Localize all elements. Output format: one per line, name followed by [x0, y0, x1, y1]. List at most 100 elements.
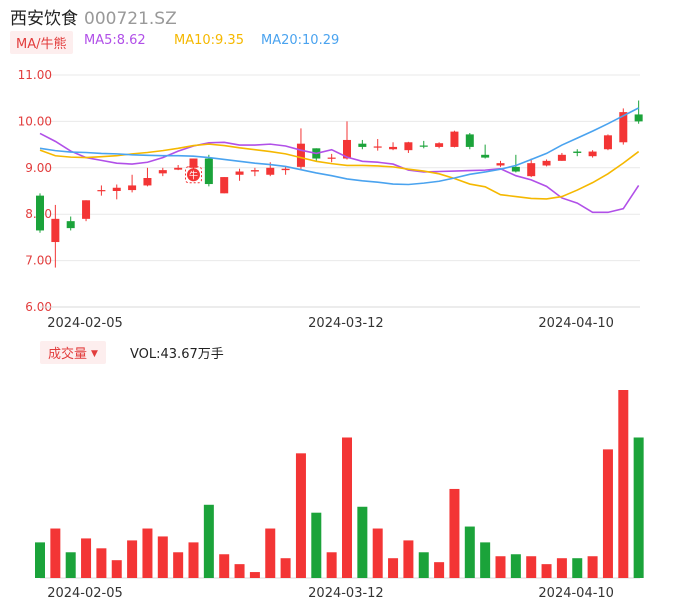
volume-x-tick-label: 2024-03-12 [308, 586, 384, 601]
y-tick-label: 9.00 [25, 161, 52, 175]
candle-body [250, 170, 259, 172]
candle-body [235, 171, 244, 175]
candle-body [634, 114, 643, 122]
volume-bar [633, 437, 644, 578]
ma10-line [39, 143, 640, 200]
candle-body [450, 131, 459, 147]
volume-bar [127, 540, 138, 578]
y-tick-label: 10.00 [18, 114, 52, 128]
candle-body [82, 200, 91, 219]
ma5-line [39, 132, 640, 214]
candle-body [66, 221, 75, 229]
ma20-label: MA20:10.29 [261, 33, 340, 48]
volume-bar [280, 558, 291, 578]
volume-bar [388, 558, 399, 578]
volume-bar [249, 572, 260, 578]
volume-bar [81, 538, 92, 578]
candle-body [619, 112, 628, 143]
volume-bar [541, 564, 552, 578]
volume-bar [556, 558, 567, 578]
candle-body [358, 143, 367, 147]
candle-body [527, 163, 536, 177]
stock-name: 西安饮食 [10, 9, 78, 29]
bull-marker-icon [187, 168, 200, 182]
y-tick-label: 6.00 [25, 300, 52, 314]
volume-bar [587, 556, 598, 578]
candle-body [128, 185, 137, 191]
volume-bar [265, 528, 276, 578]
bull-marker-label: 牛 [189, 169, 198, 181]
stock-title: 西安饮食 000721.SZ [10, 4, 177, 29]
candle-body [327, 157, 336, 159]
volume-selector-label: 成交量 [48, 347, 88, 362]
x-tick-label: 2024-03-12 [308, 316, 384, 331]
volume-indicator-selector[interactable]: 成交量 ▼ [40, 341, 106, 364]
candle-body [204, 158, 213, 185]
volume-bar [434, 562, 445, 578]
candle-body [281, 168, 290, 171]
volume-bar [65, 552, 76, 578]
volume-bar [142, 528, 153, 578]
volume-bar [157, 536, 168, 578]
candle-body [542, 160, 551, 166]
candle-body [36, 195, 44, 231]
candle-body [158, 170, 167, 174]
x-tick-label: 2024-02-05 [47, 316, 123, 331]
x-tick-label: 2024-04-10 [538, 316, 614, 331]
candle-body [373, 146, 382, 148]
candle-body [573, 151, 582, 153]
volume-bar [357, 506, 368, 578]
candle-body [296, 143, 305, 167]
candle-body [404, 142, 413, 151]
candle-body [496, 163, 505, 166]
candle-body [97, 190, 106, 192]
y-tick-label: 11.00 [18, 68, 52, 82]
volume-bar [526, 556, 537, 578]
caret-down-icon: ▼ [91, 349, 98, 359]
volume-x-tick-label: 2024-02-05 [47, 586, 123, 601]
candle-body [189, 158, 198, 168]
volume-bar [572, 558, 583, 578]
volume-value: VOL:43.67万手 [130, 347, 224, 362]
volume-bar [311, 512, 322, 578]
volume-bar [480, 542, 491, 578]
candle-body [266, 167, 275, 175]
volume-bar [464, 526, 475, 578]
volume-bar [618, 390, 629, 578]
volume-bar [188, 542, 199, 578]
ma10-label: MA10:9.35 [174, 33, 244, 48]
candle-body [343, 139, 351, 159]
candle-body [588, 151, 597, 157]
ma20-line [39, 107, 640, 186]
candle-body [481, 154, 490, 158]
candle-body [419, 145, 428, 147]
candle-body [220, 177, 229, 194]
volume-bar [96, 548, 107, 578]
volume-bar [495, 556, 506, 578]
candle-body [465, 134, 474, 147]
ma5-label: MA5:8.62 [84, 33, 146, 48]
volume-bar [219, 554, 230, 578]
volume-bar [111, 560, 122, 578]
ma-indicator-selector[interactable]: MA/牛熊 [10, 31, 73, 54]
candle-body [603, 135, 612, 150]
candle-body [51, 218, 60, 243]
volume-bar [602, 449, 613, 578]
volume-bar [418, 552, 429, 578]
volume-bar [295, 453, 306, 578]
candle-body [557, 154, 566, 161]
candle-body [435, 143, 444, 147]
volume-x-tick-label: 2024-04-10 [538, 586, 614, 601]
volume-bar [326, 552, 337, 578]
volume-bar [173, 552, 184, 578]
bull-marker-frame [185, 166, 202, 184]
candle-body [389, 146, 398, 150]
volume-bar [342, 437, 352, 578]
volume-bar [35, 542, 45, 578]
candle-body [112, 187, 121, 191]
candle-body [143, 178, 152, 186]
candle-body [511, 166, 520, 172]
volume-bar [372, 528, 383, 578]
y-tick-label: 7.00 [25, 254, 52, 268]
